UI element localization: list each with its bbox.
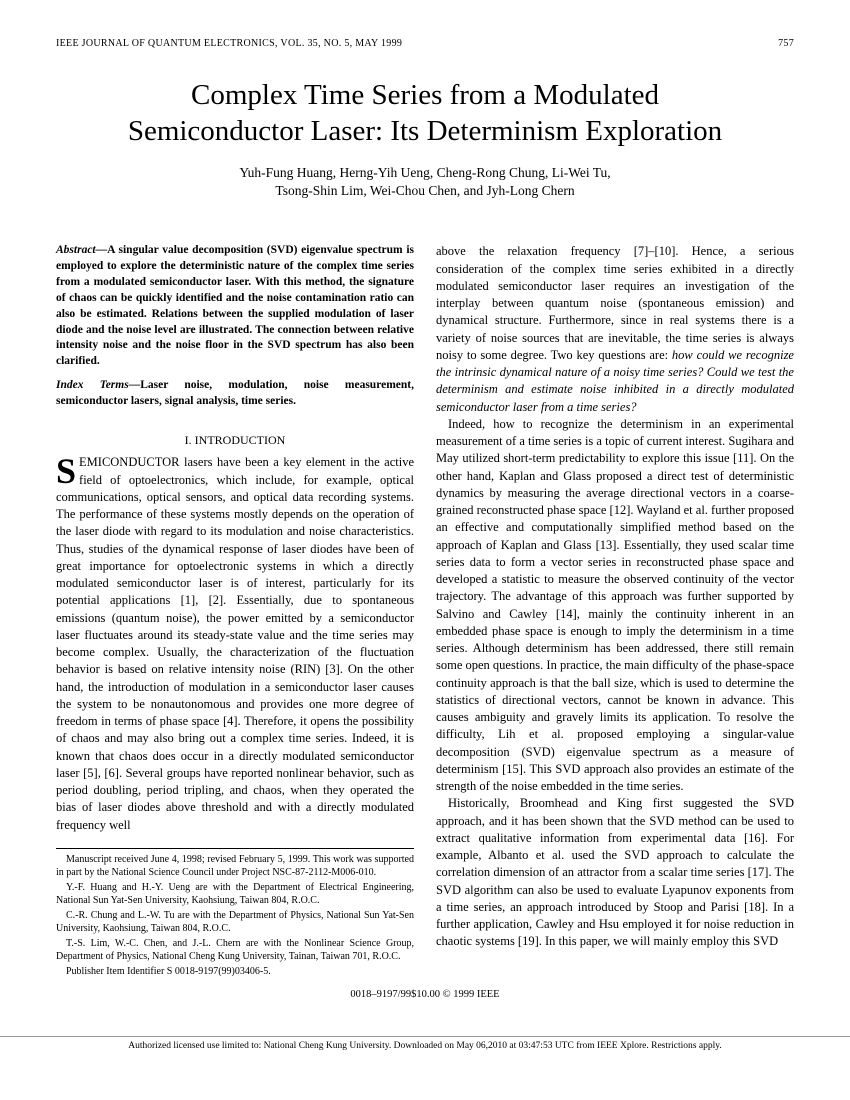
journal-name: IEEE JOURNAL OF QUANTUM ELECTRONICS, VOL… (56, 38, 402, 49)
footnote-affiliation-1: Y.-F. Huang and H.-Y. Ueng are with the … (56, 881, 414, 908)
running-header: IEEE JOURNAL OF QUANTUM ELECTRONICS, VOL… (56, 38, 794, 49)
col2-paragraph-3: Historically, Broomhead and King first s… (436, 795, 794, 950)
title-line2: Semiconductor Laser: Its Determinism Exp… (128, 115, 722, 147)
abstract-text: A singular value decomposition (SVD) eig… (56, 244, 414, 367)
license-footer: Authorized licensed use limited to: Nati… (0, 1036, 850, 1055)
intro-para1-text: EMICONDUCTOR lasers have been a key elem… (56, 455, 414, 831)
copyright-line: 0018–9197/99$10.00 © 1999 IEEE (56, 989, 794, 1000)
col2-para1-text: above the relaxation frequency [7]–[10].… (436, 244, 794, 362)
footnote-affiliation-3: T.-S. Lim, W.-C. Chen, and J.-L. Chern a… (56, 937, 414, 964)
title-line1: Complex Time Series from a Modulated (191, 79, 659, 111)
col2-paragraph-2: Indeed, how to recognize the determinism… (436, 416, 794, 796)
authors-line1: Yuh-Fung Huang, Herng-Yih Ueng, Cheng-Ro… (239, 165, 610, 180)
footnote-publisher-id: Publisher Item Identifier S 0018-9197(99… (56, 965, 414, 979)
right-column: above the relaxation frequency [7]–[10].… (436, 243, 794, 979)
paper-title: Complex Time Series from a Modulated Sem… (36, 77, 814, 150)
section-heading-introduction: I. INTRODUCTION (56, 432, 414, 449)
dropcap: S (56, 454, 79, 486)
footnote-manuscript: Manuscript received June 4, 1998; revise… (56, 853, 414, 880)
col2-paragraph-1: above the relaxation frequency [7]–[10].… (436, 243, 794, 416)
author-list: Yuh-Fung Huang, Herng-Yih Ueng, Cheng-Ro… (56, 164, 794, 202)
abstract-label: Abstract— (56, 244, 107, 256)
page-number: 757 (778, 38, 794, 49)
authors-line2: Tsong-Shin Lim, Wei-Chou Chen, and Jyh-L… (275, 183, 574, 198)
left-column: Abstract—A singular value decomposition … (56, 243, 414, 979)
footnotes: Manuscript received June 4, 1998; revise… (56, 848, 414, 979)
two-column-body: Abstract—A singular value decomposition … (56, 243, 794, 979)
index-terms-label: Index Terms— (56, 379, 140, 391)
index-terms-block: Index Terms—Laser noise, modulation, noi… (56, 378, 414, 410)
abstract-block: Abstract—A singular value decomposition … (56, 243, 414, 370)
footnote-affiliation-2: C.-R. Chung and L.-W. Tu are with the De… (56, 909, 414, 936)
page: IEEE JOURNAL OF QUANTUM ELECTRONICS, VOL… (0, 0, 850, 1030)
intro-paragraph-1: SEMICONDUCTOR lasers have been a key ele… (56, 454, 414, 834)
